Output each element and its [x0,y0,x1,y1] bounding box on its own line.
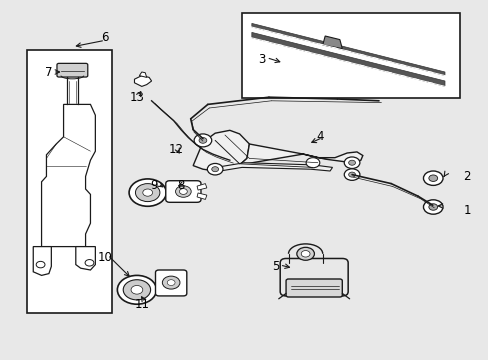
Text: 5: 5 [272,260,280,273]
Polygon shape [197,193,206,199]
FancyBboxPatch shape [165,181,201,202]
Polygon shape [41,104,95,247]
Text: 10: 10 [98,251,112,264]
Text: 7: 7 [45,66,53,78]
Text: 4: 4 [316,130,324,143]
Circle shape [344,157,359,168]
Circle shape [117,275,156,304]
Circle shape [348,160,355,165]
Circle shape [428,204,437,210]
Polygon shape [134,76,151,86]
Text: 8: 8 [177,179,184,192]
Circle shape [142,189,152,196]
Text: 2: 2 [462,170,470,183]
Text: 1: 1 [462,204,470,217]
Circle shape [344,169,359,180]
FancyBboxPatch shape [57,63,87,77]
Circle shape [131,285,142,294]
Circle shape [85,260,94,266]
Circle shape [179,189,187,194]
Polygon shape [197,184,206,190]
Bar [242,13,459,98]
Polygon shape [322,36,342,49]
Polygon shape [239,144,362,165]
Circle shape [305,158,319,168]
Circle shape [162,276,180,289]
Circle shape [428,175,437,181]
Circle shape [167,280,175,285]
Circle shape [36,261,45,268]
Circle shape [301,251,309,257]
Circle shape [135,184,160,202]
Text: 3: 3 [257,53,265,66]
Polygon shape [251,32,444,86]
Circle shape [129,179,166,206]
Circle shape [211,167,218,172]
Text: 12: 12 [168,143,183,156]
Circle shape [348,172,355,177]
Text: 6: 6 [101,31,109,44]
Circle shape [175,186,191,197]
Polygon shape [139,72,146,77]
Bar [27,50,112,313]
Circle shape [123,280,150,300]
Polygon shape [193,130,249,171]
Circle shape [207,163,223,175]
Polygon shape [220,163,332,171]
Polygon shape [33,247,51,275]
Text: 9: 9 [150,179,158,192]
FancyBboxPatch shape [155,270,186,296]
Circle shape [423,200,442,214]
Text: 13: 13 [129,91,144,104]
Circle shape [199,138,206,143]
FancyBboxPatch shape [285,279,342,297]
Circle shape [423,171,442,185]
FancyBboxPatch shape [280,258,347,296]
Polygon shape [251,23,444,76]
Circle shape [296,247,314,260]
Polygon shape [76,247,95,270]
Circle shape [194,134,211,147]
Text: 11: 11 [134,298,149,311]
